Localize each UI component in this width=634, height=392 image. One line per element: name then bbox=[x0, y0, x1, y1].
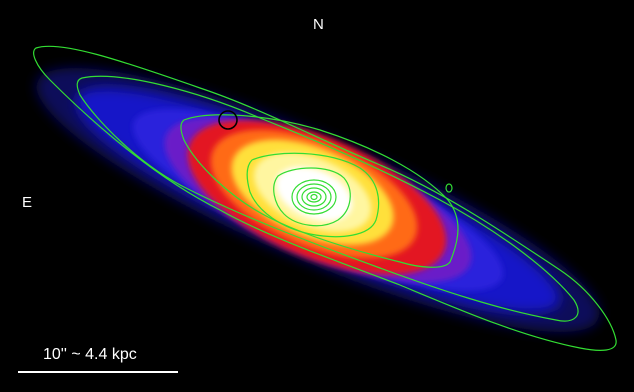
scale-bar-label: 10'' ~ 4.4 kpc bbox=[43, 346, 137, 363]
marker-circle bbox=[218, 110, 238, 130]
contour-level-10 bbox=[310, 193, 318, 201]
contour-level-7 bbox=[296, 183, 332, 211]
contour-lines bbox=[33, 45, 617, 351]
east-label: E bbox=[22, 194, 33, 211]
north-label: N bbox=[313, 16, 324, 33]
contour-level-4 bbox=[246, 152, 380, 238]
contour-level-2 bbox=[76, 75, 579, 322]
contour-level-6 bbox=[291, 179, 337, 215]
contour-level-5 bbox=[273, 167, 351, 227]
contour-knot bbox=[445, 183, 453, 193]
contour-level-9 bbox=[306, 191, 322, 203]
scale-bar-line bbox=[18, 371, 178, 373]
contour-level-1 bbox=[33, 45, 617, 351]
contour-level-3 bbox=[180, 114, 459, 268]
contour-level-8 bbox=[301, 187, 327, 207]
